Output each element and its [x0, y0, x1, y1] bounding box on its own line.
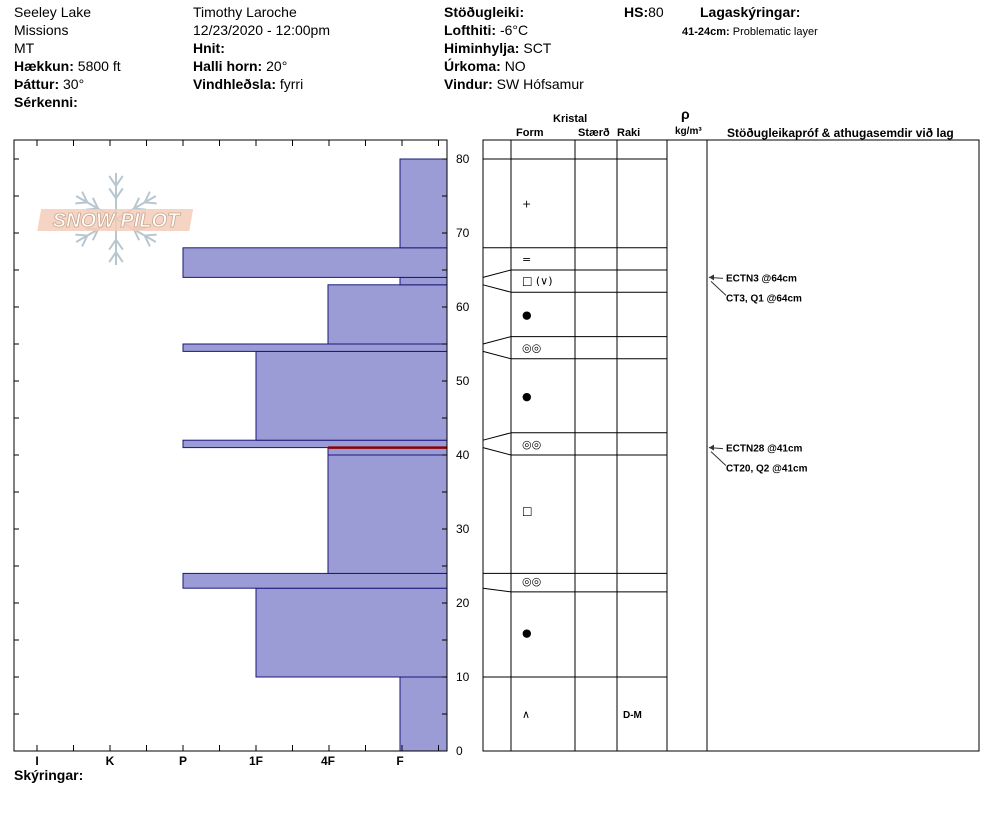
layer-connector — [482, 269, 512, 278]
moisture-header: Raki — [617, 127, 641, 139]
slope: Halli horn: 20° — [193, 58, 288, 74]
y-tick-label: 10 — [456, 670, 470, 684]
rho-header: ρ — [681, 106, 690, 122]
hardness-plot-frame — [13, 139, 448, 752]
grain-symbol: ◎◎ — [522, 575, 541, 588]
hardness-label-I: I — [35, 754, 38, 768]
precip: Úrkoma: NO — [444, 58, 526, 74]
observer: Timothy Laroche — [193, 4, 297, 20]
elevation: Hækkun: 5800 ft — [14, 58, 121, 74]
layer-connector — [482, 350, 512, 360]
hardness-label-4F: 4F — [321, 754, 335, 768]
snowpilot-logo: SNOW PILOT — [37, 173, 194, 265]
grain-symbol: ∧ — [522, 708, 530, 721]
y-tick-label: 0 — [456, 744, 463, 758]
moisture-label: D-M — [623, 710, 642, 721]
hardness-label-1F: 1F — [249, 754, 263, 768]
hardness-layer-2 — [182, 572, 448, 589]
legend-title: Lagaskýringar: — [700, 4, 801, 20]
grain-symbol: □ (∨) — [522, 274, 553, 287]
hardness-layer-3 — [327, 454, 448, 574]
hardness-layer-7 — [182, 343, 448, 352]
grain-symbol: ● — [522, 390, 532, 403]
grain-symbol: ● — [522, 308, 532, 321]
y-tick-label: 20 — [456, 596, 470, 610]
test-arrow — [710, 281, 727, 296]
hardness-layer-11 — [399, 158, 448, 249]
layer-connector — [482, 432, 512, 441]
test-arrow — [710, 451, 727, 466]
state: MT — [14, 40, 35, 56]
size-header: Stærð — [578, 127, 610, 139]
hs: HS:80 — [624, 4, 664, 20]
air-temp: Lofthiti: -6°C — [444, 22, 529, 38]
grain-symbol: ◎◎ — [522, 342, 541, 355]
grain-symbol: = — [522, 253, 531, 266]
y-tick-label: 70 — [456, 226, 470, 240]
features-label: Sérkenni: — [14, 94, 78, 110]
y-tick-label: 60 — [456, 300, 470, 314]
stability-test-label: CT20, Q2 @41cm — [726, 464, 808, 475]
layer-connector — [482, 587, 512, 593]
hardness-label-P: P — [179, 754, 187, 768]
stability-test-label: ECTN3 @64cm — [726, 273, 797, 284]
y-tick-label: 80 — [456, 152, 470, 166]
location: Seeley Lake — [14, 4, 92, 20]
kristal-header: Kristal — [553, 113, 588, 125]
hardness-layer-1 — [255, 587, 448, 678]
range: Missions — [14, 22, 69, 38]
hardness-label-K: K — [106, 754, 115, 768]
layer-connector — [482, 284, 512, 293]
notes-label: Skýringar: — [14, 767, 84, 783]
grain-table-frame — [482, 139, 980, 752]
layer-connector — [482, 336, 512, 345]
grain-symbol: ◎◎ — [522, 438, 541, 451]
y-tick-label: 40 — [456, 448, 470, 462]
stability-label: Stöðugleiki: — [444, 4, 525, 20]
layer-connector — [482, 447, 512, 456]
aspect: Þáttur: 30° — [14, 76, 85, 92]
hardness-layer-0 — [399, 676, 448, 752]
form-header: Form — [516, 127, 544, 139]
wind: Vindur: SW Hófsamur — [444, 76, 584, 92]
logo-text: SNOW PILOT — [53, 210, 181, 232]
hardness-layer-8 — [327, 284, 448, 345]
hardness-layer-10 — [182, 247, 448, 278]
test-arrowhead — [709, 274, 714, 281]
density-unit-header: kg/m³ — [675, 126, 702, 137]
sky: Himinhylja: SCT — [444, 40, 552, 56]
hardness-layer-9 — [399, 276, 448, 286]
coords-label: Hnit: — [193, 40, 225, 56]
grain-symbol: □ — [522, 505, 532, 518]
test-arrowhead — [709, 444, 714, 451]
y-tick-label: 30 — [456, 522, 470, 536]
hardness-layer-6 — [255, 350, 448, 441]
grain-symbol: + — [522, 197, 531, 210]
stability-test-label: ECTN28 @41cm — [726, 444, 803, 455]
grain-symbol: ● — [522, 627, 532, 640]
comments-header: Stöðugleikapróf & athugasemdir við lag — [727, 126, 954, 140]
stability-test-label: CT3, Q1 @64cm — [726, 293, 802, 304]
wind-loading: Vindhleðsla: fyrri — [193, 76, 304, 92]
legend-entry: 41-24cm: Problematic layer — [682, 26, 818, 38]
datetime: 12/23/2020 - 12:00pm — [193, 22, 330, 38]
hardness-label-F: F — [396, 754, 403, 768]
y-tick-label: 50 — [456, 374, 470, 388]
